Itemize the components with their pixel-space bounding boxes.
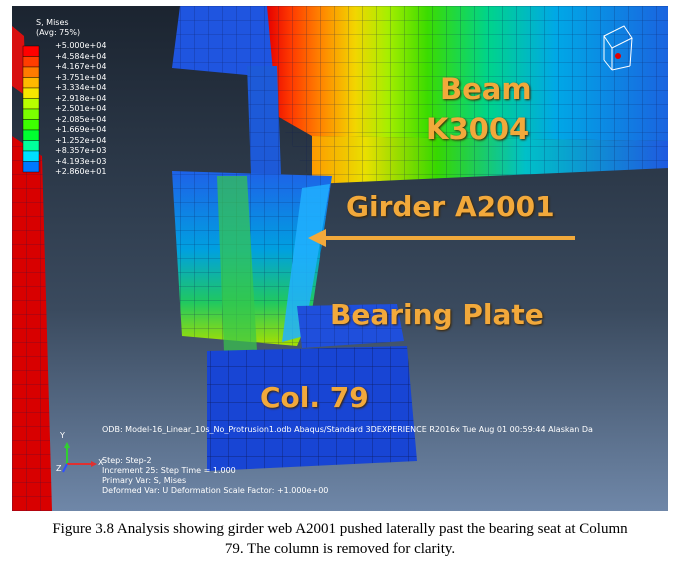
bearing-plate <box>297 304 404 348</box>
triad-z-label: Z <box>56 464 62 473</box>
legend-value: +4.167e+04 <box>55 62 107 71</box>
legend-value: +2.501e+04 <box>55 104 107 113</box>
caption-line-1: Figure 3.8 Analysis showing girder web A… <box>52 521 628 537</box>
legend-value: +2.860e+01 <box>55 167 107 176</box>
direction-arrow <box>308 229 575 247</box>
legend-value: +5.000e+04 <box>55 41 107 50</box>
column-79 <box>207 346 417 471</box>
beam-id-label: K3004 <box>426 112 530 146</box>
left-column-fragment <box>12 26 52 511</box>
beam-label: Beam <box>440 72 532 106</box>
step-info: Step: Step-2 <box>102 456 152 465</box>
legend-swatch <box>22 108 40 120</box>
girder-label: Girder A2001 <box>346 190 555 223</box>
caption-line-2: 79. The column is removed for clarity. <box>224 541 456 557</box>
fe-viewport: S, Mises (Avg: 75%) +5.000e+04 +4.584e+04… <box>12 6 668 511</box>
legend-swatch <box>22 161 40 173</box>
increment-info: Increment 25: Step Time = 1.000 <box>102 466 236 475</box>
legend-value: +4.193e+03 <box>55 156 107 166</box>
legend-swatch <box>22 87 40 99</box>
legend-value: +4.584e+04 <box>55 51 107 61</box>
legend-value: +1.669e+04 <box>55 125 107 134</box>
legend-swatch <box>22 119 40 131</box>
legend-value: +3.751e+04 <box>55 72 107 82</box>
odb-info-line: ODB: Model-16_Linear_10s_No_Protrusion1.… <box>102 425 593 434</box>
girder-a2001 <box>172 171 332 351</box>
legend-value: +3.334e+04 <box>55 83 107 92</box>
triad-y-label: Y <box>60 431 65 440</box>
legend-swatch <box>22 66 40 78</box>
legend-subtitle: (Avg: 75%) <box>36 28 81 37</box>
legend-swatch <box>22 77 40 89</box>
legend-value: +2.918e+04 <box>55 93 107 103</box>
legend-swatch <box>22 56 40 68</box>
triad-x-label: X <box>98 458 104 467</box>
figure-caption: Figure 3.8 Analysis showing girder web A… <box>0 519 680 559</box>
legend-swatch <box>22 45 40 57</box>
column-label: Col. 79 <box>260 381 369 414</box>
axis-triad-icon <box>62 442 97 473</box>
legend-swatch <box>22 129 40 141</box>
fe-model-render <box>12 6 668 511</box>
legend-title: S, Mises <box>36 18 69 27</box>
legend-swatch <box>22 150 40 162</box>
legend-value: +1.252e+04 <box>55 135 107 145</box>
legend-color-bar <box>22 45 40 173</box>
legend-value: +8.357e+03 <box>55 146 107 155</box>
view-cube-icon <box>603 25 633 71</box>
primary-var-info: Primary Var: S, Mises <box>102 476 187 485</box>
deformed-var-info: Deformed Var: U Deformation Scale Factor… <box>102 486 329 495</box>
bearing-plate-label: Bearing Plate <box>330 298 544 331</box>
legend-swatch <box>22 98 40 110</box>
legend-value: +2.085e+04 <box>55 114 107 124</box>
legend-swatch <box>22 140 40 152</box>
legend-values: +5.000e+04 +4.584e+04 +4.167e+04 +3.751e+04… <box>55 41 106 178</box>
